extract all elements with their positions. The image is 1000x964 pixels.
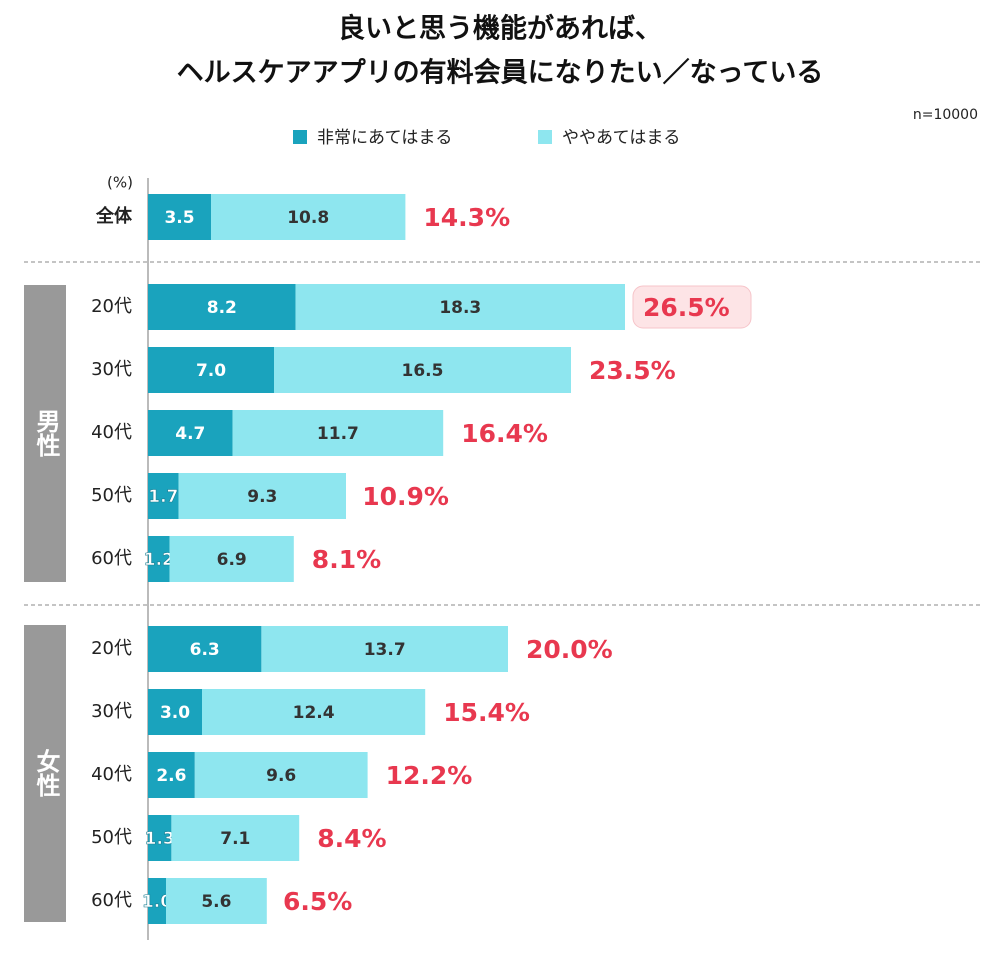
bar-segment <box>148 536 170 582</box>
segment-label: 1.3 <box>145 829 175 849</box>
category-label: 全体 <box>95 205 133 227</box>
group-box <box>24 285 66 582</box>
legend-swatch <box>293 130 307 144</box>
segment-label: 5.6 <box>201 892 231 912</box>
bar-segment <box>171 815 300 861</box>
total-label: 20.0% <box>526 635 613 664</box>
bar-segment <box>148 410 233 456</box>
segment-label: 1.7 <box>148 487 178 507</box>
segment-label: 9.6 <box>266 766 296 786</box>
bar-segment <box>148 347 274 393</box>
bar-segment <box>194 752 368 798</box>
highlight-box <box>632 285 752 329</box>
category-label: 60代 <box>91 548 132 569</box>
bar-segment <box>148 284 296 330</box>
bar-segment <box>148 473 179 519</box>
bar-segment <box>148 194 211 240</box>
bar-segment <box>148 752 195 798</box>
category-label: 60代 <box>91 890 132 911</box>
category-label: 20代 <box>91 296 132 317</box>
legend-label: ややあてはまる <box>562 128 680 148</box>
total-label: 8.4% <box>317 824 386 853</box>
group-label: 女性 <box>32 748 60 797</box>
legend-swatch <box>538 130 552 144</box>
segment-label: 12.4 <box>293 703 335 723</box>
category-label: 50代 <box>91 485 132 506</box>
total-label: 16.4% <box>461 419 548 448</box>
segment-label: 7.0 <box>196 361 226 381</box>
bar-segment <box>148 878 166 924</box>
chart-title: ヘルスケアアプリの有料会員になりたい／なっている <box>177 58 824 89</box>
segment-label: 4.7 <box>175 424 205 444</box>
total-label: 12.2% <box>386 761 473 790</box>
category-label: 30代 <box>91 359 132 380</box>
legend-label: 非常にあてはまる <box>317 128 452 148</box>
segment-label: 1.2 <box>144 550 174 570</box>
total-label: 15.4% <box>443 698 530 727</box>
bar-segment <box>148 689 202 735</box>
segment-label: 8.2 <box>207 298 237 318</box>
segment-label: 6.9 <box>217 550 247 570</box>
category-label: 20代 <box>91 638 132 659</box>
group-label: 男性 <box>32 409 60 457</box>
total-label: 10.9% <box>362 482 449 511</box>
segment-label: 7.1 <box>220 829 250 849</box>
bar-segment <box>169 536 294 582</box>
bar-segment <box>166 878 267 924</box>
group-box <box>24 625 66 922</box>
bar-segment <box>211 194 406 240</box>
bar-segment <box>232 410 444 456</box>
total-label: 26.5% <box>643 293 730 322</box>
bar-segment <box>202 689 426 735</box>
bar-segment <box>148 626 262 672</box>
chart-title: 良いと思う機能があれば、 <box>338 13 662 45</box>
category-label: 50代 <box>91 827 132 848</box>
category-label: 30代 <box>91 701 132 722</box>
bar-segment <box>178 473 346 519</box>
total-label: 6.5% <box>283 887 352 916</box>
total-label: 14.3% <box>423 203 510 232</box>
segment-label: 13.7 <box>364 640 406 660</box>
bar-segment <box>148 815 172 861</box>
total-label: 23.5% <box>589 356 676 385</box>
segment-label: 10.8 <box>287 208 329 228</box>
segment-label: 6.3 <box>190 640 220 660</box>
bar-segment <box>261 626 508 672</box>
bar-segment <box>274 347 571 393</box>
segment-label: 3.0 <box>160 703 190 723</box>
category-label: 40代 <box>91 422 132 443</box>
segment-label: 16.5 <box>402 361 444 381</box>
segment-label: 3.5 <box>164 208 194 228</box>
category-label: 40代 <box>91 764 132 785</box>
segment-label: 1.0 <box>142 892 172 912</box>
total-label: 8.1% <box>312 545 381 574</box>
segment-label: 11.7 <box>317 424 359 444</box>
segment-label: 2.6 <box>156 766 186 786</box>
unit-label: (%) <box>107 174 133 192</box>
sample-note: n=10000 <box>913 107 978 123</box>
segment-label: 18.3 <box>439 298 481 318</box>
bar-segment <box>295 284 625 330</box>
segment-label: 9.3 <box>247 487 277 507</box>
